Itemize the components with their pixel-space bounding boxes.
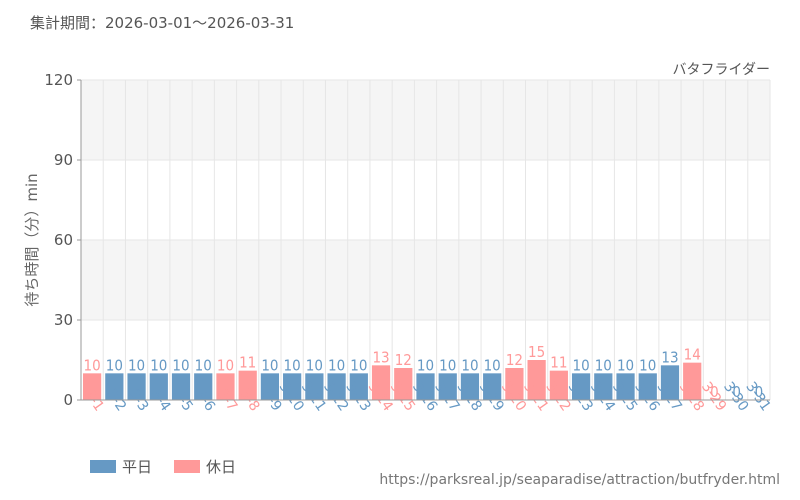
bar-3-6 (194, 373, 213, 400)
data-label-3-5: 10 (172, 356, 189, 374)
data-label-3-23: 10 (572, 356, 589, 374)
bar-3-19 (483, 373, 502, 400)
bar-3-10 (283, 373, 302, 400)
y-tick-label: 120 (44, 71, 73, 89)
data-label-3-11: 10 (306, 356, 323, 374)
bar-3-24 (594, 373, 613, 400)
data-label-3-18: 10 (461, 356, 478, 374)
y-tick-label: 30 (54, 311, 73, 329)
source-url[interactable]: https://parksreal.jp/seaparadise/attract… (379, 472, 780, 488)
y-tick-label: 0 (63, 391, 73, 409)
data-label-3-13: 10 (350, 356, 367, 374)
bar-3-11 (305, 373, 324, 400)
data-label-3-28: 14 (684, 346, 701, 364)
data-label-3-25: 10 (617, 356, 634, 374)
grid-band (81, 80, 770, 160)
data-label-3-22: 11 (550, 354, 567, 372)
bar-3-15 (394, 368, 413, 400)
data-label-3-3: 10 (128, 356, 145, 374)
data-label-3-7: 10 (217, 356, 234, 374)
chart-title: バタフライダー (673, 62, 770, 78)
bar-3-25 (616, 373, 635, 400)
data-label-3-29: 0 (710, 383, 719, 401)
data-label-3-2: 10 (106, 356, 123, 374)
data-label-3-4: 10 (150, 356, 167, 374)
bar-3-21 (527, 360, 546, 400)
data-label-3-8: 11 (239, 354, 256, 372)
bar-3-7 (216, 373, 235, 400)
bar-3-22 (549, 370, 568, 400)
bar-3-17 (438, 373, 457, 400)
y-tick-label: 90 (54, 151, 73, 169)
plot-background (81, 80, 770, 320)
bar-3-27 (660, 365, 680, 400)
data-label-3-19: 10 (484, 356, 501, 374)
legend-label-weekday: 平日 (122, 458, 153, 476)
data-label-3-1: 10 (84, 356, 101, 374)
bars (83, 360, 702, 400)
legend-label-holiday: 休日 (206, 458, 237, 476)
data-label-3-26: 10 (639, 356, 656, 374)
bar-3-14 (371, 365, 391, 400)
period-label: 集計期間：2026-03-01～2026-03-31 (30, 14, 295, 32)
data-label-3-31: 0 (755, 383, 764, 401)
y-tick-label: 60 (54, 231, 73, 249)
bar-3-16 (416, 373, 435, 400)
data-label-3-27: 13 (661, 348, 678, 366)
legend-swatch-weekday (90, 460, 116, 473)
data-labels: 10 10 10 10 10 10 10 11 10 10 10 10 10 13 12 10 10 10 10 12… (84, 343, 764, 401)
data-label-3-17: 10 (439, 356, 456, 374)
bar-3-13 (349, 373, 368, 400)
data-label-3-30: 0 (732, 383, 741, 401)
data-label-3-9: 10 (261, 356, 278, 374)
data-label-3-15: 12 (395, 351, 412, 369)
x-tick-label-3-31: 3-31 (742, 379, 773, 414)
bar-3-28 (683, 362, 702, 400)
data-label-3-16: 10 (417, 356, 434, 374)
data-label-3-6: 10 (195, 356, 212, 374)
legend-swatch-holiday (174, 460, 201, 473)
data-label-3-24: 10 (595, 356, 612, 374)
bar-3-12 (327, 373, 346, 400)
bar-3-9 (260, 373, 280, 400)
bar-3-3 (127, 373, 146, 400)
bar-3-4 (149, 373, 168, 400)
legend: 平日 休日 (90, 456, 236, 477)
data-label-3-21: 15 (528, 343, 545, 361)
y-axis-label: 待ち時間（分）min (23, 173, 41, 306)
bar-3-2 (105, 373, 124, 400)
grid-lines (80, 79, 771, 400)
data-label-3-14: 13 (372, 348, 389, 366)
data-label-3-12: 10 (328, 356, 345, 374)
legend-item-weekday: 平日 (90, 456, 152, 477)
bar-3-8 (238, 370, 257, 400)
data-label-3-20: 12 (506, 351, 523, 369)
y-axis-ticks: 0 30 60 90 120 (44, 71, 81, 409)
bar-3-23 (571, 373, 591, 400)
grid-band (81, 240, 770, 320)
bar-3-20 (505, 368, 524, 400)
bar-3-26 (638, 373, 657, 400)
bar-3-18 (460, 373, 480, 400)
data-label-3-10: 10 (284, 356, 301, 374)
bar-3-1 (83, 373, 102, 400)
legend-item-holiday: 休日 (174, 456, 236, 477)
bar-3-5 (171, 373, 191, 400)
